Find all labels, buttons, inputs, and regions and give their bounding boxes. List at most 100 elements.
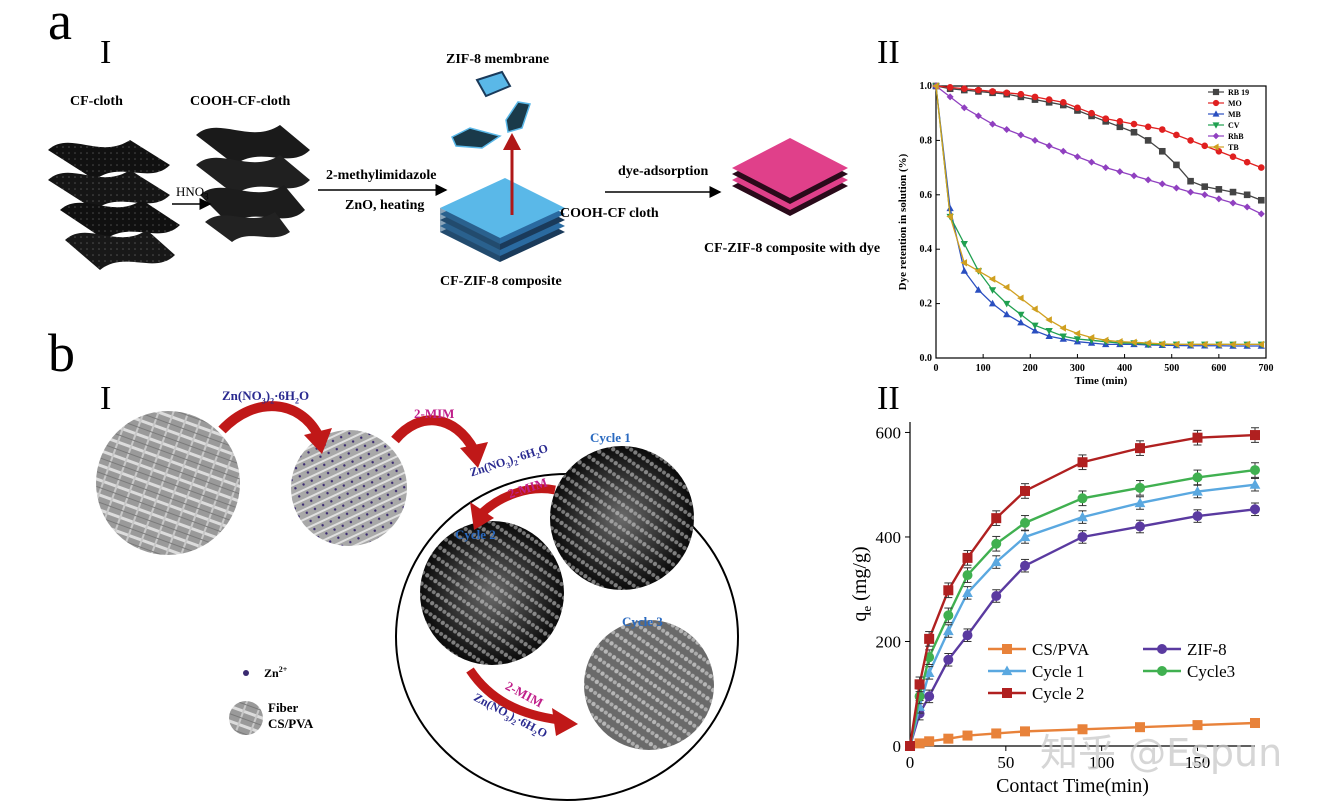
point-1-5 [1003,89,1011,97]
point-1-7 [1077,531,1088,542]
point-4-1 [914,679,925,690]
point-4-22 [1243,203,1251,211]
point-2-2 [923,667,935,677]
point-0-22 [1243,191,1251,199]
point-3-9 [1192,472,1203,483]
panel-a-part1-label: I [100,34,112,71]
point-1-12 [1102,115,1110,122]
point-2-4 [962,587,973,597]
panel-b-part2-label: II [877,380,900,417]
point-1-23 [1257,164,1265,171]
dye-retention-chart: 0 100 200 300 400 500 600 700 0.0 0.2 0.4 0.6 0.8 1.0… [897,81,1274,387]
panel-a-part2-label: II [877,34,900,71]
reagent-zn-nitrate-1: Zn(NO3)2·6H2O [222,388,310,406]
point-5-15 [1144,339,1151,347]
cycle2-label: Cycle 2 [455,527,496,542]
point-3-2 [960,241,968,248]
point-0-19 [1201,183,1209,190]
point-4-19 [1201,191,1209,199]
point-5-4 [988,275,996,283]
cooh-cf-cloth-label: COOH-CF-cloth [190,94,291,109]
point-2-6 [1017,318,1025,326]
x-tick-label-0: 0 [934,363,939,374]
zn-ion-icon [243,670,249,676]
reagent-methylimidazole: 2-methylimidazole [326,168,437,183]
point-1-21 [1229,153,1237,161]
cycle1-label: Cycle 1 [590,430,631,445]
point-5-1 [946,212,953,221]
point-2-3 [974,286,983,293]
point-1-10 [1074,104,1081,112]
series-mo [932,82,1265,171]
y-tick-label-5: 1.0 [920,81,933,92]
point-1-6 [1020,560,1030,571]
zif8-membrane-label: ZIF-8 membrane [446,52,550,67]
red-curve-arrow-1 [218,401,323,438]
cf-cloth-illustration [48,140,180,280]
legend-label-1: MO [1228,99,1242,108]
point-5-10 [1073,329,1081,338]
point-2-9 [1192,485,1203,496]
point-4-17 [1172,184,1180,192]
point-1-7 [1031,93,1039,101]
point-3-9 [1059,333,1067,341]
reagent-2mim-1: 2-MIM [414,406,455,421]
point-4-21 [1229,199,1237,207]
x-tick-label-4: 400 [1117,363,1132,374]
point-4-16 [1158,180,1166,188]
red-up-arrow [503,133,521,150]
point-3-7 [1031,322,1039,330]
point-5-7 [1031,305,1038,313]
point-1-2 [924,691,935,702]
point-0-5 [991,728,1002,739]
legend-label-4: RhB [1228,132,1244,141]
x-tick-label-6: 600 [1211,363,1226,374]
x-tick-label-3: 300 [1070,363,1085,374]
point-3-7 [1077,493,1088,504]
series-tb [932,82,1265,349]
cf-cloth-label: CF-cloth [70,94,123,109]
watermark-text: 知乎 @Espun [1040,731,1283,775]
point-4-12 [1102,164,1110,172]
y-tick-label-3: 0.6 [920,190,933,201]
red-arrow-cycle1-2 [476,484,556,519]
point-3-4 [962,570,973,581]
point-2-8 [1045,332,1053,339]
point-1-2 [960,85,968,93]
hno3-label: HNO3 [176,184,209,202]
point-3-4 [988,287,997,294]
point-0-17 [1173,161,1180,169]
point-1-20 [1215,147,1223,155]
point-3-6 [1017,311,1025,319]
x-tick-label-5: 500 [1164,363,1179,374]
fiber-legend-icon [229,701,263,735]
legend-fiber-label: Fiber [268,700,299,715]
legend-marker-5 [1212,143,1219,151]
legend-label-4: Cycle 2 [1032,684,1084,703]
cooh-cf-cloth-illustration [196,125,310,242]
point-1-3 [975,86,982,94]
y-tick-label-1: 0.2 [920,299,933,310]
legend-marker-0 [1002,644,1012,654]
point-1-14 [1130,120,1138,128]
legend-marker-2 [1212,110,1220,117]
point-3-3 [943,610,954,621]
series-line-2 [908,483,1256,747]
point-2-2 [960,267,968,274]
series-line-1 [935,85,1262,169]
point-1-13 [1116,118,1124,125]
point-3-5 [991,538,1002,549]
point-0-15 [1144,137,1152,144]
x-tick-label-0: 0 [906,753,915,772]
y-tick-label-3: 600 [876,423,902,442]
panel-b-letter: b [48,323,75,383]
composite-with-dye-label: CF-ZIF-8 composite with dye [704,241,881,256]
x-axis-label: Time (min) [1075,375,1128,387]
point-1-6 [1017,90,1025,98]
legend-marker-2 [1001,665,1013,676]
point-4-15 [1144,176,1152,184]
point-5-12 [1101,336,1109,344]
point-5-22 [1243,340,1250,349]
point-1-15 [1144,123,1152,131]
y-tick-label-1: 200 [876,632,902,651]
